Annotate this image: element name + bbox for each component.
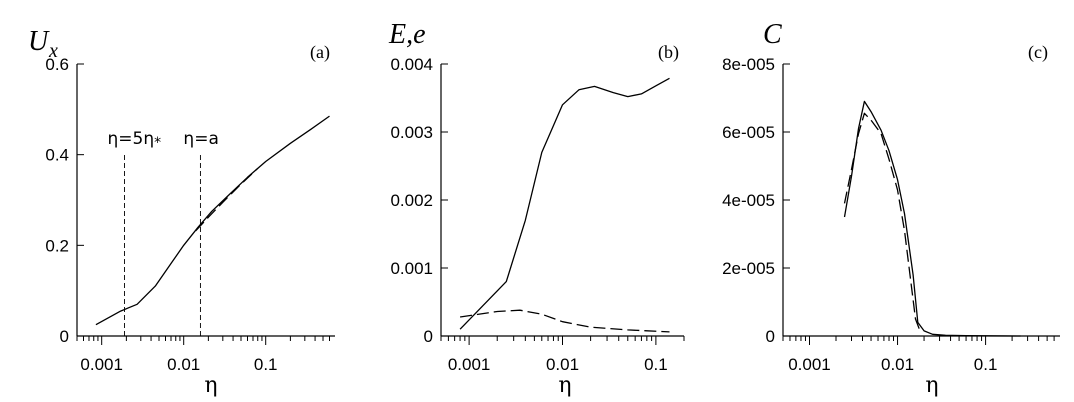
panel-c: C (c) η 0 2e-005 4e-005 6e-005 8e-005 0.001 0.…: [722, 19, 1060, 398]
panel-a-xtick-label: 0.001: [80, 355, 123, 374]
panel-b-ytick-label: 0.002: [390, 191, 433, 210]
panel-c-ylabel: C: [763, 19, 782, 50]
panel-a-series-dashed: [195, 167, 259, 232]
panel-b-series-dashed: [460, 309, 670, 333]
panel-a-ytick-label: 0.4: [45, 146, 69, 165]
panel-c-series-dashed: [843, 112, 921, 332]
panel-c-ytick-label: 2e-005: [722, 259, 775, 278]
panel-a-ytick-label: 0.2: [45, 236, 69, 255]
panel-a: U x (a) η 0 0.2 0.4 0.6 0.001 0.01 0.1 η=5η* η=a: [28, 26, 335, 398]
panel-a-xtick-label: 0.01: [167, 355, 200, 374]
panel-a-label: (a): [310, 42, 330, 63]
panel-c-ytick-label: 4e-005: [722, 191, 775, 210]
panel-b-ytick-label: 0.004: [390, 55, 433, 74]
panel-a-ytick-label: 0.6: [45, 55, 69, 74]
panel-c-xtick-label: 0.01: [881, 355, 914, 374]
panel-b-xlabel: η: [558, 373, 571, 398]
panel-c-xlabel: η: [925, 373, 938, 398]
panel-c-series-solid: [843, 100, 1021, 337]
panel-a-vline-label: η=a: [183, 129, 218, 149]
panel-a-ylabel: U: [28, 26, 50, 57]
panel-c-label: (c): [1028, 42, 1048, 63]
panel-b-label: (b): [658, 42, 679, 63]
panel-b-ytick-label: 0: [424, 327, 433, 346]
panel-b-ylabel: E,e: [388, 19, 426, 50]
panel-a-ylabel-subscript: x: [48, 40, 58, 62]
panel-a-series-solid: [95, 115, 330, 326]
panel-b: E,e (b) η 0 0.001 0.002 0.003 0.004 0.001 0.01…: [388, 19, 685, 398]
panel-b-xtick-label: 0.1: [644, 355, 668, 374]
panel-a-xlabel: η: [204, 373, 217, 398]
panel-c-xtick-label: 0.001: [788, 355, 831, 374]
panel-a-ytick-label: 0: [60, 327, 69, 346]
panel-b-series-solid: [459, 77, 670, 330]
panel-c-ytick-label: 8e-005: [722, 55, 775, 74]
panel-c-xtick-label: 0.1: [974, 355, 998, 374]
panel-b-xtick-label: 0.01: [546, 355, 579, 374]
panel-a-xtick-label: 0.1: [254, 355, 278, 374]
panel-b-ytick-label: 0.001: [390, 259, 433, 278]
panel-b-xtick-label: 0.001: [448, 355, 491, 374]
panel-c-ytick-label: 0: [766, 327, 775, 346]
panel-c-ytick-label: 6e-005: [722, 123, 775, 142]
panel-a-vline-label: η=5η*: [108, 129, 162, 151]
panel-b-ytick-label: 0.003: [390, 123, 433, 142]
